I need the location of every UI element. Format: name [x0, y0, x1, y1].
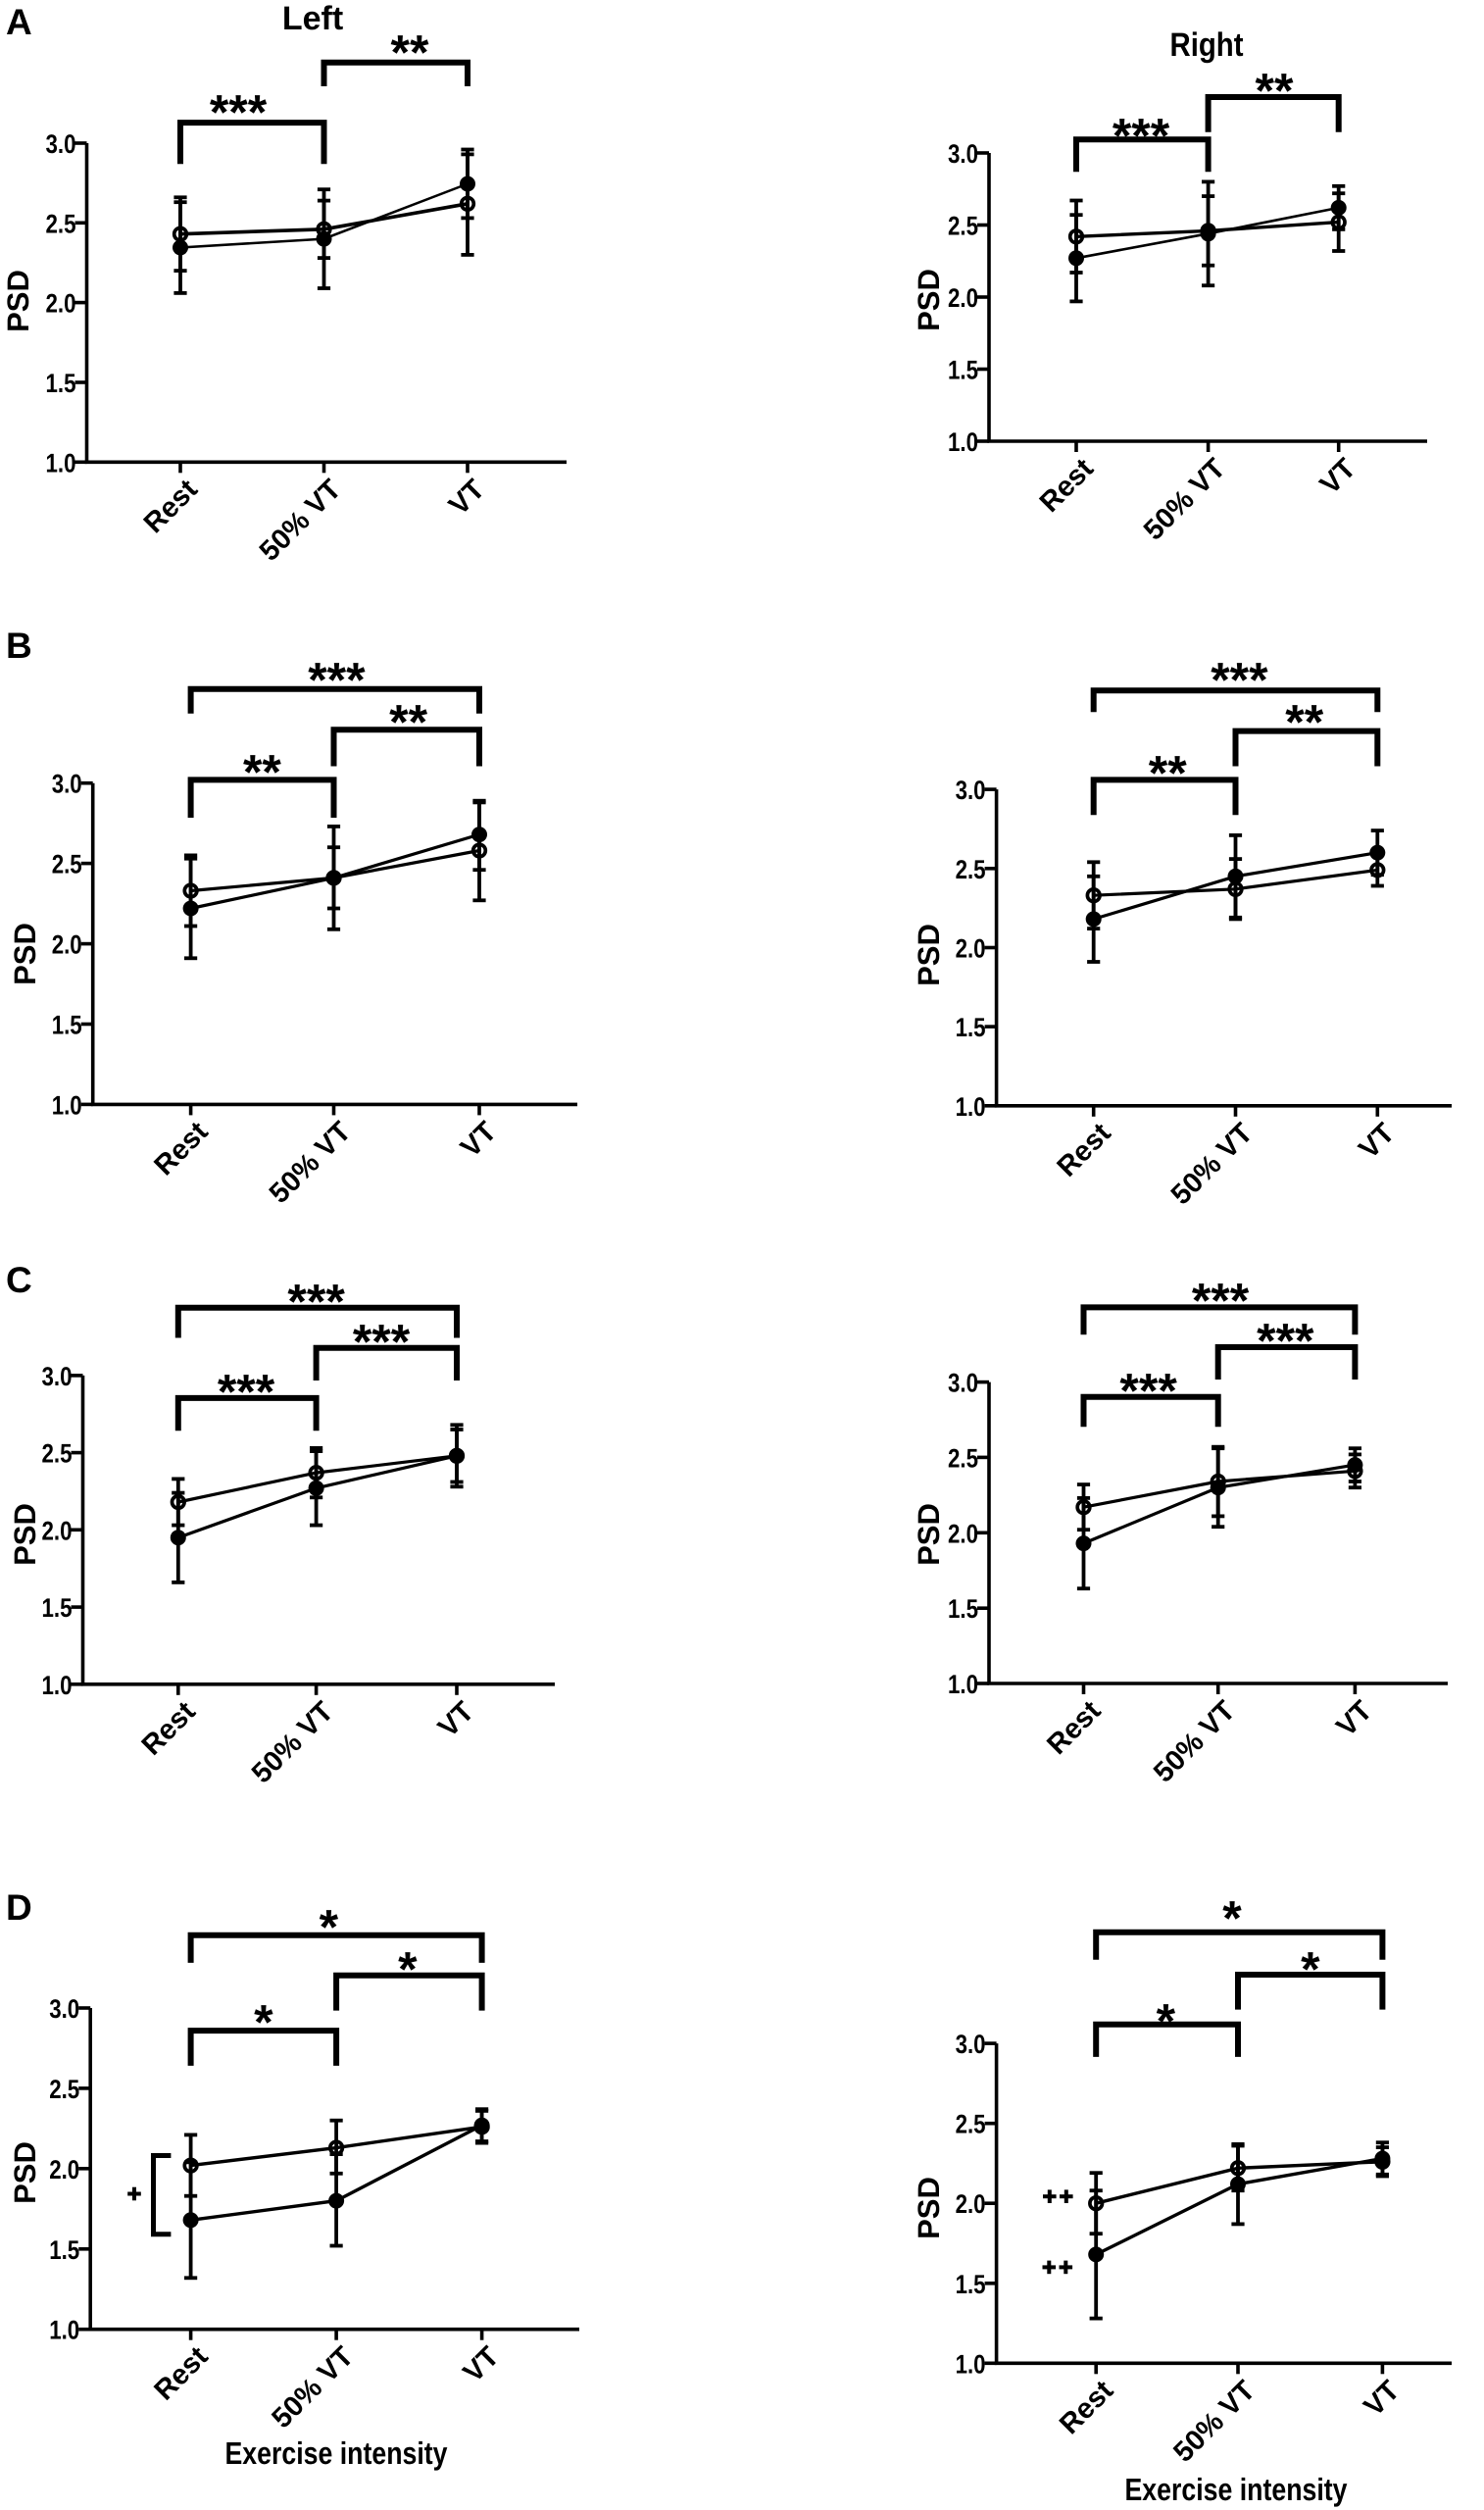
svg-text:2.0: 2.0: [42, 1516, 73, 1545]
svg-text:3.0: 3.0: [52, 770, 82, 799]
svg-text:1.0: 1.0: [956, 1092, 986, 1122]
svg-text:PSD: PSD: [8, 1503, 42, 1566]
svg-text:1.0: 1.0: [46, 448, 76, 477]
svg-text:1.5: 1.5: [49, 2235, 79, 2265]
svg-text:2.5: 2.5: [52, 850, 82, 879]
svg-text:2.0: 2.0: [948, 283, 978, 313]
svg-text:2.5: 2.5: [46, 209, 76, 238]
svg-text:1.0: 1.0: [948, 1670, 978, 1699]
svg-text:*: *: [398, 1942, 418, 1997]
svg-text:Left: Left: [282, 0, 343, 37]
svg-text:2.5: 2.5: [956, 2110, 986, 2139]
svg-text:A: A: [6, 2, 32, 42]
svg-text:**: **: [1256, 64, 1294, 119]
svg-text:1.5: 1.5: [42, 1593, 73, 1623]
svg-text:C: C: [6, 1260, 32, 1300]
svg-text:3.0: 3.0: [46, 129, 76, 159]
svg-text:3.0: 3.0: [49, 1994, 79, 2024]
svg-text:1.5: 1.5: [948, 356, 978, 385]
svg-text:PSD: PSD: [912, 269, 946, 331]
svg-text:**: **: [1149, 746, 1187, 801]
svg-text:**: **: [243, 745, 281, 800]
svg-text:3.0: 3.0: [42, 1362, 73, 1391]
svg-text:2.5: 2.5: [948, 1443, 978, 1473]
svg-text:**: **: [1285, 695, 1323, 750]
svg-text:2.0: 2.0: [52, 930, 82, 960]
svg-text:1.0: 1.0: [49, 2316, 79, 2345]
svg-text:Exercise intensity: Exercise intensity: [1125, 2472, 1348, 2507]
svg-text:2.0: 2.0: [956, 934, 986, 964]
svg-text:PSD: PSD: [8, 2141, 42, 2204]
svg-text:Right: Right: [1170, 26, 1244, 64]
svg-text:3.0: 3.0: [948, 139, 978, 169]
svg-text:Exercise intensity: Exercise intensity: [225, 2435, 448, 2471]
svg-text:*: *: [1222, 1891, 1242, 1946]
svg-text:D: D: [6, 1887, 32, 1928]
svg-text:1.0: 1.0: [948, 427, 978, 457]
svg-text:2.5: 2.5: [42, 1439, 73, 1469]
svg-text:2.0: 2.0: [956, 2189, 986, 2219]
svg-text:1.0: 1.0: [956, 2349, 986, 2379]
svg-text:2.5: 2.5: [49, 2075, 79, 2104]
svg-text:*: *: [320, 1900, 339, 1955]
svg-text:***: ***: [353, 1315, 411, 1370]
svg-text:3.0: 3.0: [948, 1369, 978, 1398]
svg-text:2.0: 2.0: [49, 2155, 79, 2184]
svg-text:2.0: 2.0: [46, 289, 76, 319]
svg-text:***: ***: [287, 1275, 345, 1330]
svg-text:***: ***: [1119, 1364, 1177, 1419]
svg-text:PSD: PSD: [912, 1503, 946, 1566]
svg-text:***: ***: [210, 85, 268, 140]
svg-text:*: *: [1301, 1942, 1320, 1997]
svg-text:1.5: 1.5: [52, 1011, 82, 1040]
svg-text:PSD: PSD: [912, 2177, 946, 2239]
svg-text:***: ***: [1113, 109, 1170, 164]
svg-text:PSD: PSD: [8, 923, 42, 985]
svg-text:***: ***: [308, 653, 366, 708]
svg-text:*: *: [254, 1995, 273, 2050]
svg-text:1.0: 1.0: [42, 1671, 73, 1700]
svg-text:PSD: PSD: [1, 270, 35, 332]
svg-text:1.5: 1.5: [956, 2270, 986, 2299]
svg-text:1.5: 1.5: [46, 369, 76, 398]
svg-text:2.5: 2.5: [956, 855, 986, 884]
svg-text:B: B: [6, 626, 32, 666]
svg-text:2.5: 2.5: [948, 212, 978, 241]
svg-text:***: ***: [1257, 1314, 1314, 1369]
svg-text:3.0: 3.0: [956, 776, 986, 805]
svg-text:1.5: 1.5: [956, 1013, 986, 1042]
svg-text:1.5: 1.5: [948, 1594, 978, 1624]
svg-text:2.0: 2.0: [948, 1519, 978, 1548]
svg-text:***: ***: [1211, 653, 1268, 708]
svg-text:1.0: 1.0: [52, 1090, 82, 1120]
svg-text:PSD: PSD: [912, 924, 946, 986]
svg-text:*: *: [1157, 1994, 1176, 2049]
svg-text:***: ***: [1192, 1274, 1250, 1329]
svg-text:**: **: [389, 695, 427, 750]
svg-text:3.0: 3.0: [956, 2030, 986, 2059]
svg-text:**: **: [391, 25, 429, 80]
svg-text:***: ***: [218, 1365, 275, 1420]
